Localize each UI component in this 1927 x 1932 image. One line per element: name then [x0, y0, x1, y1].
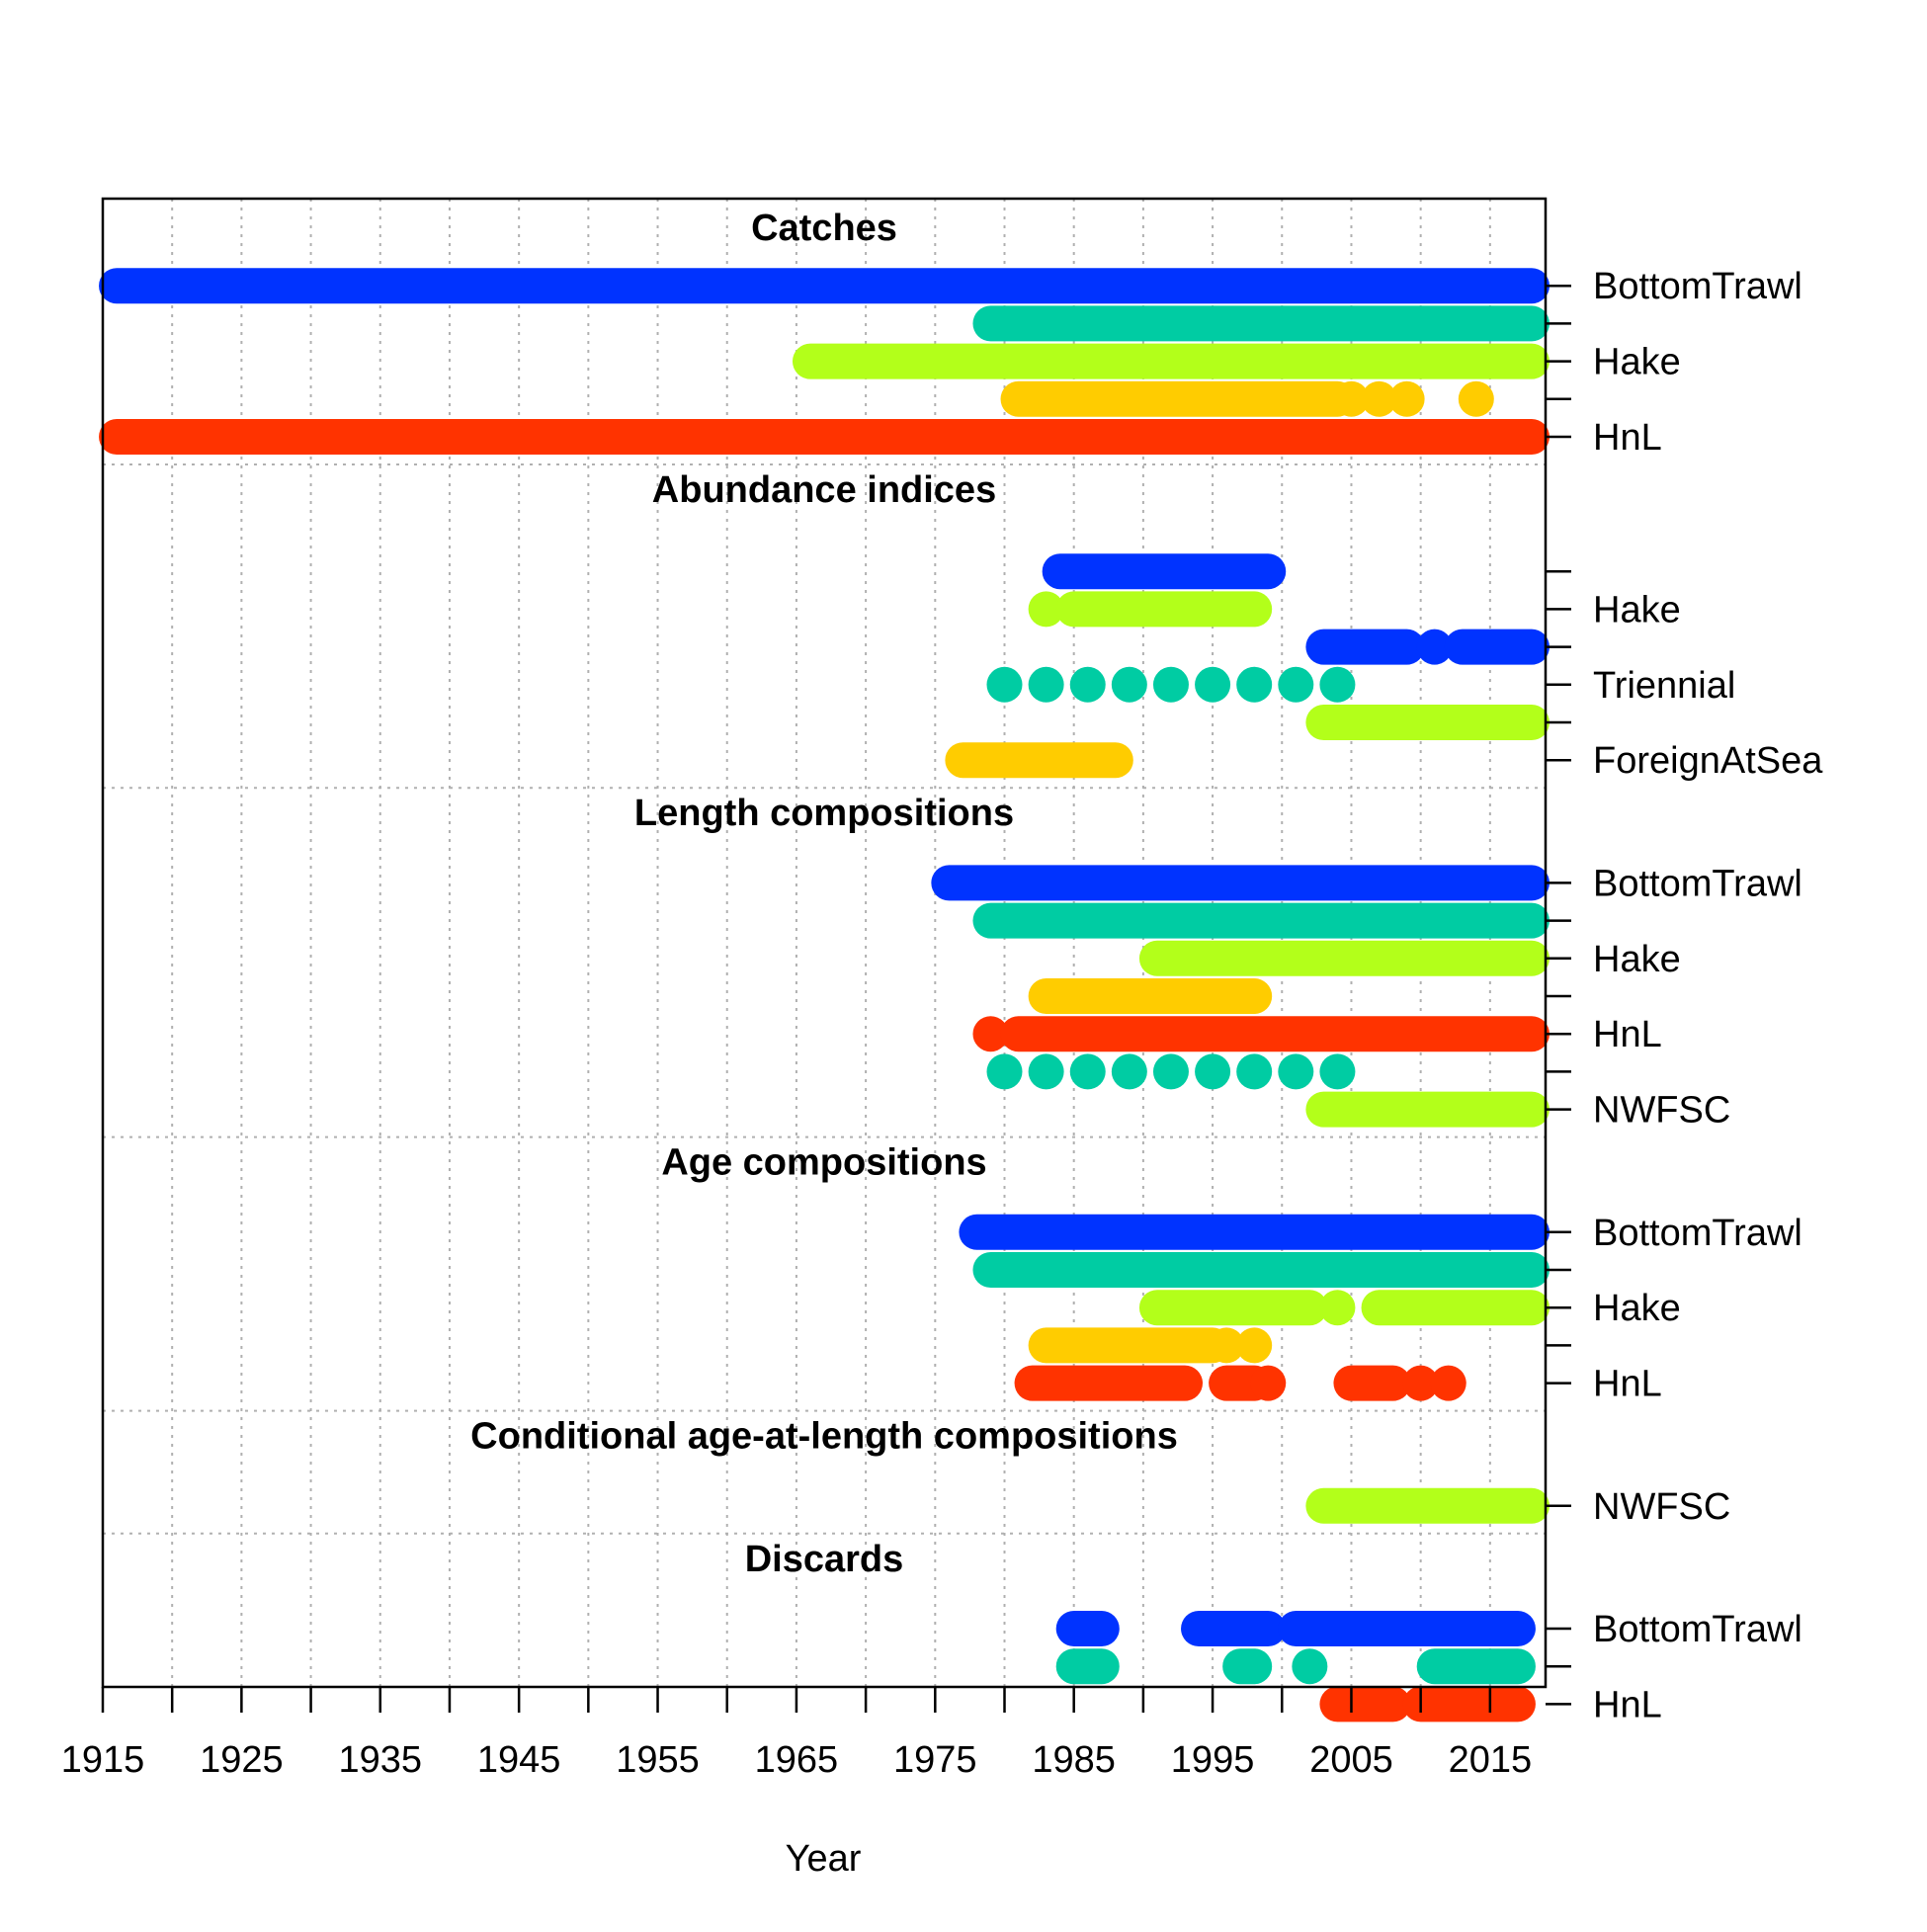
x-tick-label: 1935	[338, 1739, 422, 1781]
data-point	[1195, 666, 1231, 703]
x-tick-label: 2015	[1449, 1739, 1533, 1781]
row-label: Hake	[1593, 342, 1681, 383]
data-point	[1388, 380, 1425, 417]
data-point	[1152, 1053, 1189, 1090]
row-label: Hake	[1593, 1288, 1681, 1329]
data-point	[1236, 1327, 1273, 1364]
data-point	[1402, 1365, 1439, 1401]
x-tick-label: 1915	[61, 1739, 145, 1781]
data-point	[1319, 1290, 1356, 1326]
data-point	[1333, 380, 1370, 417]
data-point	[1416, 629, 1453, 665]
x-tick-label: 1985	[1032, 1739, 1116, 1781]
grid-layer	[103, 199, 1546, 1687]
data-point	[1292, 1648, 1328, 1685]
data-point	[1250, 1365, 1287, 1401]
axis-layer: Catches BottomTrawl Hake HnL Abundance indic…	[61, 197, 1823, 1781]
section-title: Abundance indices	[652, 469, 996, 511]
x-tick-label: 2005	[1309, 1739, 1393, 1781]
row-label: Hake	[1593, 939, 1681, 980]
data-point	[1069, 666, 1106, 703]
data-point	[1430, 1365, 1466, 1401]
x-tick-label: 1975	[893, 1739, 977, 1781]
section-title: Discards	[745, 1539, 904, 1580]
section-title: Age compositions	[661, 1142, 986, 1184]
x-tick-label: 1965	[755, 1739, 839, 1781]
data-point	[1236, 666, 1273, 703]
data-point	[1278, 666, 1314, 703]
data-point	[1361, 380, 1397, 417]
data-point	[1209, 1327, 1245, 1364]
row-label: NWFSC	[1593, 1090, 1730, 1132]
x-axis-title: Year	[786, 1838, 862, 1880]
row-label: Triennial	[1593, 665, 1735, 707]
row-label: HnL	[1593, 1684, 1662, 1725]
row-label: BottomTrawl	[1593, 1213, 1802, 1254]
data-point	[1111, 666, 1147, 703]
data-point	[1028, 666, 1064, 703]
data-point	[972, 1016, 1009, 1052]
x-tick-label: 1945	[477, 1739, 561, 1781]
x-tick-label: 1995	[1171, 1739, 1255, 1781]
plot-frame	[101, 197, 1548, 1689]
row-label: BottomTrawl	[1593, 863, 1802, 904]
row-label: HnL	[1593, 1014, 1662, 1055]
row-label: BottomTrawl	[1593, 1609, 1802, 1650]
section-title: Conditional age-at-length compositions	[470, 1416, 1178, 1458]
data-point	[1236, 1053, 1273, 1090]
x-tick-label: 1925	[200, 1739, 284, 1781]
data-point	[1152, 666, 1189, 703]
x-tick-label: 1955	[616, 1739, 700, 1781]
bars-layer	[99, 268, 1550, 1722]
row-label: NWFSC	[1593, 1486, 1730, 1528]
row-label: Hake	[1593, 589, 1681, 630]
row-label: HnL	[1593, 417, 1662, 459]
row-label: BottomTrawl	[1593, 266, 1802, 307]
data-point	[986, 1053, 1023, 1090]
data-point	[1458, 380, 1494, 417]
data-point	[1319, 666, 1356, 703]
section-title: Length compositions	[634, 793, 1014, 834]
data-point	[1195, 1053, 1231, 1090]
data-point	[986, 666, 1023, 703]
row-label: ForeignAtSea	[1593, 740, 1823, 782]
data-point	[1278, 1053, 1314, 1090]
row-label: HnL	[1593, 1364, 1662, 1405]
data-point	[1069, 1053, 1106, 1090]
section-title: Catches	[751, 208, 897, 249]
data-point	[1028, 1053, 1064, 1090]
data-point	[1028, 591, 1064, 628]
data-point	[1111, 1053, 1147, 1090]
data-point	[1319, 1053, 1356, 1090]
